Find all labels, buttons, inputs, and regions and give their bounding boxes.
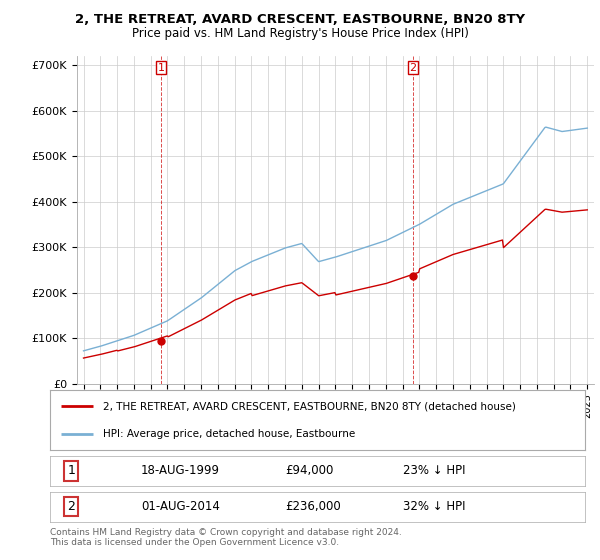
Text: 1: 1 [158,63,164,73]
Text: 18-AUG-1999: 18-AUG-1999 [141,464,220,478]
Text: 01-AUG-2014: 01-AUG-2014 [141,500,220,514]
Text: Contains HM Land Registry data © Crown copyright and database right 2024.
This d: Contains HM Land Registry data © Crown c… [50,528,401,547]
Text: 23% ↓ HPI: 23% ↓ HPI [403,464,466,478]
Text: 2: 2 [67,500,75,514]
Text: HPI: Average price, detached house, Eastbourne: HPI: Average price, detached house, East… [103,429,356,439]
Text: 1: 1 [67,464,75,478]
Text: £236,000: £236,000 [285,500,341,514]
Text: £94,000: £94,000 [285,464,334,478]
Text: 2, THE RETREAT, AVARD CRESCENT, EASTBOURNE, BN20 8TY (detached house): 2, THE RETREAT, AVARD CRESCENT, EASTBOUR… [103,402,516,412]
Text: 2, THE RETREAT, AVARD CRESCENT, EASTBOURNE, BN20 8TY: 2, THE RETREAT, AVARD CRESCENT, EASTBOUR… [75,13,525,26]
Text: Price paid vs. HM Land Registry's House Price Index (HPI): Price paid vs. HM Land Registry's House … [131,27,469,40]
Text: 32% ↓ HPI: 32% ↓ HPI [403,500,466,514]
Text: 2: 2 [409,63,416,73]
